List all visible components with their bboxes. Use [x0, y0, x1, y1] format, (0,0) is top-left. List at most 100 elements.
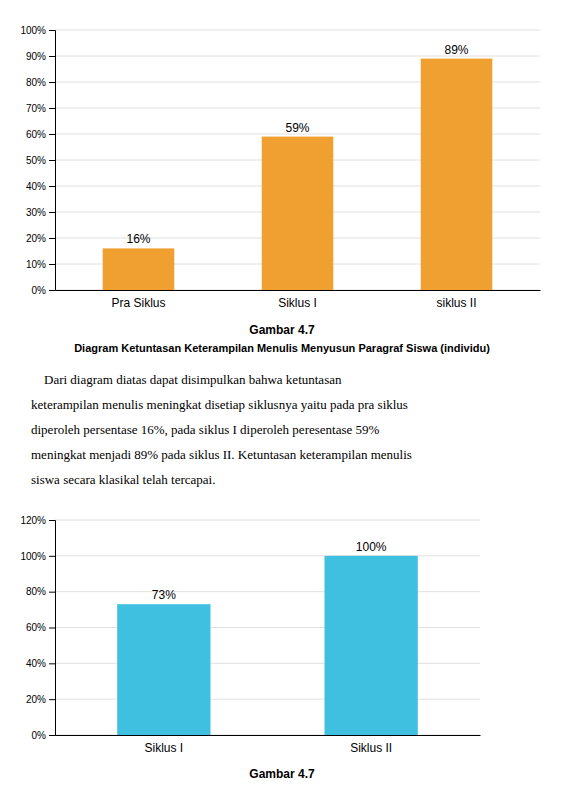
- y-tick-label: 70%: [26, 103, 46, 114]
- grid-line: [55, 520, 480, 521]
- y-tick-mark: [49, 30, 55, 31]
- y-tick: 30%: [26, 207, 55, 218]
- data-labels: 73% 100%: [152, 540, 387, 602]
- y-tick-mark: [49, 238, 55, 239]
- y-tick-mark: [49, 520, 55, 521]
- y-tick-label: 60%: [26, 622, 46, 633]
- y-tick-mark: [49, 108, 55, 109]
- bars: [103, 59, 493, 290]
- y-tick-label: 90%: [26, 51, 46, 62]
- data-label: 100%: [356, 540, 387, 554]
- y-tick: 0%: [32, 730, 55, 741]
- bar: [325, 556, 418, 735]
- y-axis: 0% 10% 20% 30% 40% 50% 60% 70% 80% 90% 100%: [20, 25, 55, 296]
- y-tick: 80%: [26, 586, 55, 597]
- y-tick: 0%: [32, 285, 55, 296]
- x-tick: Siklus II: [350, 741, 392, 755]
- paragraph-line: siswa secara klasikal telah tercapai.: [31, 472, 215, 487]
- y-tick-label: 100%: [20, 551, 46, 562]
- paragraph-line: meningkat menjadi 89% pada siklus II. Ke…: [31, 447, 412, 462]
- bar: [117, 604, 210, 735]
- y-tick-label: 20%: [26, 233, 46, 244]
- y-tick: 70%: [26, 103, 55, 114]
- x-tick-label: Siklus I: [278, 296, 317, 310]
- x-tick: Siklus I: [144, 741, 183, 755]
- y-tick: 60%: [26, 622, 55, 633]
- y-tick-mark: [49, 663, 55, 664]
- y-tick-mark: [49, 82, 55, 83]
- y-tick-mark: [49, 134, 55, 135]
- y-tick-mark: [49, 264, 55, 265]
- bar: [262, 137, 334, 290]
- y-tick: 10%: [26, 259, 55, 270]
- x-axis-line: [56, 735, 481, 736]
- x-tick-label: Pra Siklus: [111, 296, 165, 310]
- y-tick-label: 120%: [20, 515, 46, 526]
- x-tick-label: siklus II: [437, 296, 477, 310]
- y-tick: 50%: [26, 155, 55, 166]
- y-tick: 20%: [26, 694, 55, 705]
- y-tick: 20%: [26, 233, 55, 244]
- y-tick: 100%: [20, 551, 55, 562]
- y-tick-label: 80%: [26, 586, 46, 597]
- y-tick: 80%: [26, 77, 55, 88]
- y-tick: 40%: [26, 181, 55, 192]
- data-label: 16%: [126, 232, 150, 246]
- y-tick-mark: [49, 56, 55, 57]
- bar: [421, 59, 493, 290]
- y-tick-label: 100%: [20, 25, 46, 36]
- y-tick: 90%: [26, 51, 55, 62]
- x-tick: Siklus I: [278, 296, 317, 310]
- y-tick-label: 10%: [26, 259, 46, 270]
- data-label: 59%: [285, 121, 309, 135]
- x-tick: Pra Siklus: [111, 296, 165, 310]
- x-axis: Pra Siklus Siklus I siklus II: [56, 291, 541, 310]
- y-tick: 100%: [20, 25, 55, 36]
- y-axis: 0% 20% 40% 60% 80% 100% 120%: [20, 515, 55, 741]
- bars: [117, 556, 418, 735]
- figure: 0% 10% 20% 30% 40% 50% 60% 70% 80% 90% 100% Pra Sik…: [0, 0, 564, 793]
- data-labels: 16% 59% 89%: [126, 43, 468, 247]
- x-tick-label: Siklus I: [144, 741, 183, 755]
- paragraph-line: keterampilan menulis meningkat disetiap …: [31, 397, 408, 412]
- subcaption: Diagram Ketuntasan Keterampilan Menulis …: [74, 342, 490, 354]
- y-tick: 40%: [26, 658, 55, 669]
- y-tick-mark: [49, 186, 55, 187]
- grid: [55, 520, 480, 735]
- y-axis-line: [49, 31, 56, 291]
- x-axis: Siklus I Siklus II: [56, 736, 481, 755]
- y-tick-label: 40%: [26, 658, 46, 669]
- y-tick-mark: [49, 735, 55, 736]
- y-tick-mark: [49, 628, 55, 629]
- paragraph-line: diperoleh persentase 16%, pada siklus I …: [31, 422, 380, 437]
- y-tick-label: 80%: [26, 77, 46, 88]
- paragraph-line: Dari diagram diatas dapat disimpulkan ba…: [31, 372, 342, 387]
- caption: Gambar 4.7: [249, 323, 315, 337]
- bar: [103, 248, 175, 290]
- x-tick-label: Siklus II: [350, 741, 392, 755]
- y-tick-mark: [49, 556, 55, 557]
- y-tick: 120%: [20, 515, 55, 526]
- y-tick-label: 60%: [26, 129, 46, 140]
- y-tick-mark: [49, 290, 55, 291]
- x-axis-line: [56, 290, 541, 291]
- data-label: 73%: [152, 588, 176, 602]
- y-axis-line: [49, 521, 56, 736]
- grid: [55, 30, 540, 290]
- y-tick-label: 30%: [26, 207, 46, 218]
- paragraph: Dari diagram diatas dapat disimpulkan ba…: [31, 372, 412, 487]
- y-tick-mark: [49, 699, 55, 700]
- chart: 0% 20% 40% 60% 80% 100% 120% Siklus I Siklus II 7…: [20, 515, 480, 755]
- x-tick: siklus II: [437, 296, 477, 310]
- y-tick-mark: [49, 592, 55, 593]
- y-tick-mark: [49, 160, 55, 161]
- y-tick-label: 0%: [32, 285, 47, 296]
- data-label: 89%: [445, 43, 469, 57]
- chart: 0% 10% 20% 30% 40% 50% 60% 70% 80% 90% 100% Pra Sik…: [20, 25, 540, 310]
- y-tick-mark: [49, 212, 55, 213]
- y-tick-label: 40%: [26, 181, 46, 192]
- y-tick: 60%: [26, 129, 55, 140]
- y-tick-label: 50%: [26, 155, 46, 166]
- caption: Gambar 4.7: [249, 767, 315, 781]
- grid-line: [55, 30, 540, 31]
